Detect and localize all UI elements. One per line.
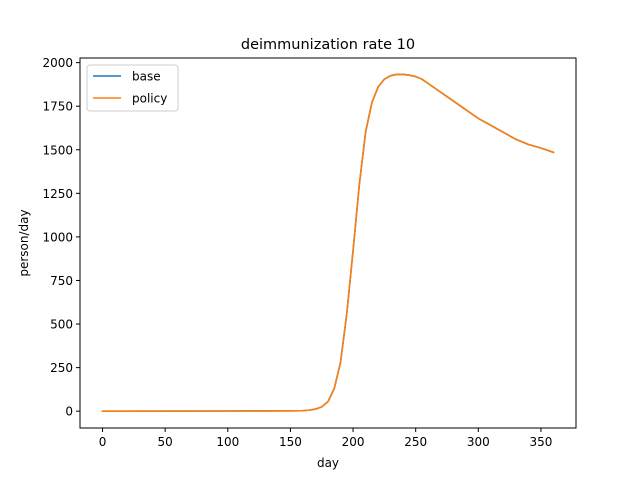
x-axis: 0 50 100 150 200 250 300 350 <box>99 428 552 449</box>
x-tick-label: 300 <box>467 435 490 449</box>
y-axis: 0 250 500 750 1000 1250 1500 1750 2000 <box>42 56 80 419</box>
series-layer <box>101 73 555 412</box>
legend-label-policy: policy <box>132 92 167 106</box>
x-axis-label: day <box>317 456 339 470</box>
y-tick-label: 750 <box>50 274 73 288</box>
chart-title: deimmunization rate 10 <box>241 37 415 53</box>
x-tick-label: 100 <box>216 435 239 449</box>
plot-frame <box>79 57 577 429</box>
x-tick-label: 150 <box>279 435 302 449</box>
x-tick-label: 350 <box>529 435 552 449</box>
legend-label-base: base <box>132 70 161 84</box>
x-tick-label: 0 <box>99 435 107 449</box>
series-line-policy <box>101 73 555 412</box>
legend: base policy <box>86 64 179 112</box>
y-tick-label: 1750 <box>42 100 73 114</box>
y-tick-label: 0 <box>65 405 73 419</box>
y-tick-label: 250 <box>50 361 73 375</box>
y-tick-label: 1500 <box>42 143 73 157</box>
x-tick-label: 250 <box>404 435 427 449</box>
plot-area <box>79 57 577 429</box>
y-axis-label: person/day <box>17 209 31 276</box>
y-tick-label: 2000 <box>42 56 73 70</box>
y-tick-label: 500 <box>50 318 73 332</box>
x-tick-label: 50 <box>158 435 173 449</box>
x-tick-label: 200 <box>342 435 365 449</box>
y-tick-label: 1250 <box>42 187 73 201</box>
y-tick-label: 1000 <box>42 230 73 244</box>
